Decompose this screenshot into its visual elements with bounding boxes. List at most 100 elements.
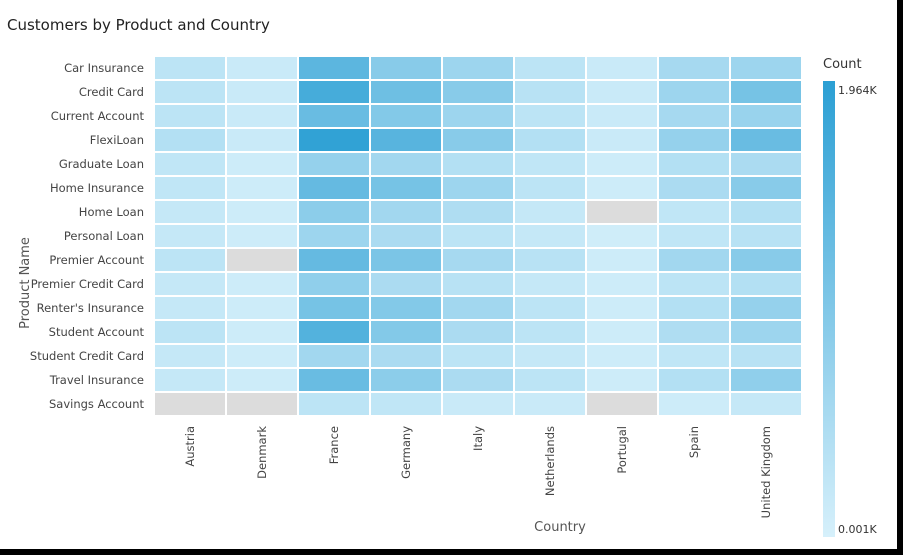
heatmap-cell-car-insurance-spain[interactable] [659, 57, 729, 79]
heatmap-cell-renter-s-insurance-denmark[interactable] [227, 297, 297, 319]
heatmap-cell-renter-s-insurance-united-kingdom[interactable] [731, 297, 801, 319]
heatmap-cell-home-loan-portugal[interactable] [587, 201, 657, 223]
heatmap-cell-travel-insurance-italy[interactable] [443, 369, 513, 391]
heatmap-cell-student-account-germany[interactable] [371, 321, 441, 343]
heatmap-cell-flexiloan-spain[interactable] [659, 129, 729, 151]
heatmap-cell-home-insurance-united-kingdom[interactable] [731, 177, 801, 199]
heatmap-cell-travel-insurance-netherlands[interactable] [515, 369, 585, 391]
heatmap-cell-savings-account-spain[interactable] [659, 393, 729, 415]
heatmap-cell-credit-card-france[interactable] [299, 81, 369, 103]
heatmap-cell-student-account-spain[interactable] [659, 321, 729, 343]
heatmap-cell-premier-account-france[interactable] [299, 249, 369, 271]
heatmap-cell-graduate-loan-denmark[interactable] [227, 153, 297, 175]
heatmap-cell-current-account-portugal[interactable] [587, 105, 657, 127]
heatmap-cell-flexiloan-united-kingdom[interactable] [731, 129, 801, 151]
heatmap-cell-home-insurance-netherlands[interactable] [515, 177, 585, 199]
heatmap-cell-premier-account-united-kingdom[interactable] [731, 249, 801, 271]
heatmap-cell-graduate-loan-france[interactable] [299, 153, 369, 175]
heatmap-cell-premier-account-denmark[interactable] [227, 249, 297, 271]
heatmap-cell-car-insurance-portugal[interactable] [587, 57, 657, 79]
heatmap-cell-personal-loan-denmark[interactable] [227, 225, 297, 247]
heatmap-cell-personal-loan-france[interactable] [299, 225, 369, 247]
heatmap-cell-personal-loan-austria[interactable] [155, 225, 225, 247]
heatmap-cell-premier-credit-card-netherlands[interactable] [515, 273, 585, 295]
heatmap-cell-premier-credit-card-germany[interactable] [371, 273, 441, 295]
heatmap-cell-flexiloan-italy[interactable] [443, 129, 513, 151]
heatmap-cell-student-account-austria[interactable] [155, 321, 225, 343]
heatmap-cell-student-account-netherlands[interactable] [515, 321, 585, 343]
heatmap-cell-graduate-loan-spain[interactable] [659, 153, 729, 175]
heatmap-cell-renter-s-insurance-austria[interactable] [155, 297, 225, 319]
heatmap-cell-savings-account-denmark[interactable] [227, 393, 297, 415]
heatmap-cell-premier-credit-card-austria[interactable] [155, 273, 225, 295]
heatmap-cell-student-credit-card-austria[interactable] [155, 345, 225, 367]
heatmap-cell-premier-credit-card-united-kingdom[interactable] [731, 273, 801, 295]
heatmap-cell-personal-loan-netherlands[interactable] [515, 225, 585, 247]
heatmap-cell-personal-loan-portugal[interactable] [587, 225, 657, 247]
heatmap-cell-flexiloan-portugal[interactable] [587, 129, 657, 151]
heatmap-cell-flexiloan-netherlands[interactable] [515, 129, 585, 151]
heatmap-cell-credit-card-italy[interactable] [443, 81, 513, 103]
heatmap-cell-car-insurance-austria[interactable] [155, 57, 225, 79]
heatmap-cell-student-account-united-kingdom[interactable] [731, 321, 801, 343]
heatmap-cell-premier-account-austria[interactable] [155, 249, 225, 271]
heatmap-cell-home-loan-france[interactable] [299, 201, 369, 223]
heatmap-cell-credit-card-united-kingdom[interactable] [731, 81, 801, 103]
heatmap-cell-student-credit-card-denmark[interactable] [227, 345, 297, 367]
heatmap-cell-travel-insurance-portugal[interactable] [587, 369, 657, 391]
heatmap-cell-current-account-denmark[interactable] [227, 105, 297, 127]
heatmap-cell-credit-card-denmark[interactable] [227, 81, 297, 103]
heatmap-cell-savings-account-netherlands[interactable] [515, 393, 585, 415]
heatmap-cell-renter-s-insurance-italy[interactable] [443, 297, 513, 319]
heatmap-cell-student-credit-card-spain[interactable] [659, 345, 729, 367]
heatmap-cell-graduate-loan-netherlands[interactable] [515, 153, 585, 175]
heatmap-cell-car-insurance-france[interactable] [299, 57, 369, 79]
heatmap-cell-renter-s-insurance-netherlands[interactable] [515, 297, 585, 319]
heatmap-cell-premier-credit-card-spain[interactable] [659, 273, 729, 295]
heatmap-cell-current-account-austria[interactable] [155, 105, 225, 127]
heatmap-cell-car-insurance-netherlands[interactable] [515, 57, 585, 79]
heatmap-cell-student-credit-card-italy[interactable] [443, 345, 513, 367]
heatmap-cell-premier-account-spain[interactable] [659, 249, 729, 271]
heatmap-cell-personal-loan-spain[interactable] [659, 225, 729, 247]
heatmap-cell-flexiloan-germany[interactable] [371, 129, 441, 151]
heatmap-cell-car-insurance-germany[interactable] [371, 57, 441, 79]
heatmap-cell-home-loan-germany[interactable] [371, 201, 441, 223]
heatmap-cell-travel-insurance-united-kingdom[interactable] [731, 369, 801, 391]
heatmap-cell-home-insurance-austria[interactable] [155, 177, 225, 199]
heatmap-cell-car-insurance-denmark[interactable] [227, 57, 297, 79]
heatmap-cell-home-insurance-france[interactable] [299, 177, 369, 199]
heatmap-cell-flexiloan-denmark[interactable] [227, 129, 297, 151]
heatmap-cell-current-account-italy[interactable] [443, 105, 513, 127]
heatmap-cell-renter-s-insurance-germany[interactable] [371, 297, 441, 319]
heatmap-cell-premier-credit-card-france[interactable] [299, 273, 369, 295]
heatmap-cell-savings-account-germany[interactable] [371, 393, 441, 415]
heatmap-cell-credit-card-netherlands[interactable] [515, 81, 585, 103]
heatmap-cell-renter-s-insurance-portugal[interactable] [587, 297, 657, 319]
heatmap-cell-student-credit-card-portugal[interactable] [587, 345, 657, 367]
heatmap-cell-flexiloan-france[interactable] [299, 129, 369, 151]
heatmap-cell-premier-credit-card-portugal[interactable] [587, 273, 657, 295]
heatmap-cell-home-loan-italy[interactable] [443, 201, 513, 223]
heatmap-cell-savings-account-italy[interactable] [443, 393, 513, 415]
heatmap-cell-student-account-portugal[interactable] [587, 321, 657, 343]
heatmap-cell-student-credit-card-germany[interactable] [371, 345, 441, 367]
heatmap-cell-savings-account-france[interactable] [299, 393, 369, 415]
heatmap-cell-current-account-france[interactable] [299, 105, 369, 127]
heatmap-cell-current-account-united-kingdom[interactable] [731, 105, 801, 127]
heatmap-cell-graduate-loan-portugal[interactable] [587, 153, 657, 175]
heatmap-cell-student-credit-card-united-kingdom[interactable] [731, 345, 801, 367]
heatmap-cell-travel-insurance-france[interactable] [299, 369, 369, 391]
heatmap-cell-home-loan-denmark[interactable] [227, 201, 297, 223]
heatmap-cell-credit-card-spain[interactable] [659, 81, 729, 103]
heatmap-cell-savings-account-united-kingdom[interactable] [731, 393, 801, 415]
heatmap-cell-credit-card-germany[interactable] [371, 81, 441, 103]
heatmap-cell-credit-card-portugal[interactable] [587, 81, 657, 103]
heatmap-cell-current-account-netherlands[interactable] [515, 105, 585, 127]
heatmap-cell-graduate-loan-italy[interactable] [443, 153, 513, 175]
heatmap-cell-renter-s-insurance-spain[interactable] [659, 297, 729, 319]
heatmap-cell-student-credit-card-netherlands[interactable] [515, 345, 585, 367]
heatmap-cell-home-insurance-italy[interactable] [443, 177, 513, 199]
heatmap-cell-travel-insurance-germany[interactable] [371, 369, 441, 391]
heatmap-cell-travel-insurance-austria[interactable] [155, 369, 225, 391]
